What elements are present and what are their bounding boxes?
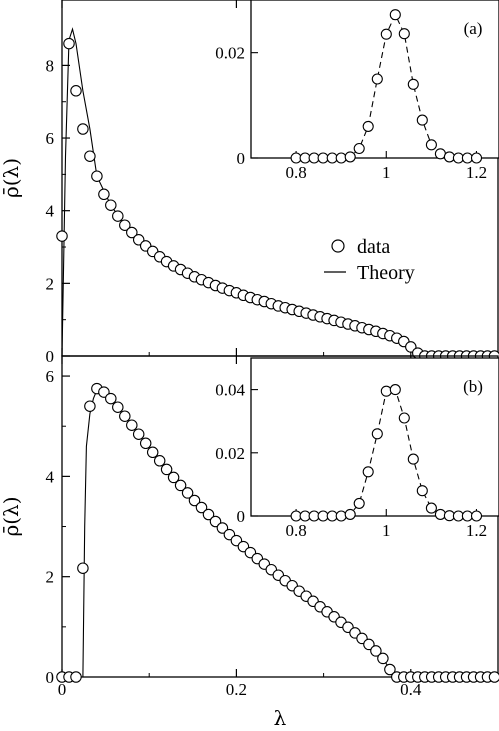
panel-a-inset-point	[416, 114, 428, 126]
panel-a-data-point	[119, 219, 131, 231]
panel-b-data-point	[370, 645, 382, 657]
panel-b-inset-point	[398, 412, 410, 424]
panel-b-xlabel: λ	[274, 706, 287, 730]
panel-b-ylabel: ρ̄(λ)	[0, 496, 23, 536]
panel-a-inset-point	[470, 152, 483, 164]
panel-a-data-point	[63, 37, 75, 50]
panel-b-data-point	[384, 663, 396, 676]
panel-a-data-point	[56, 230, 68, 242]
panel-a-inset-xtick-label: 1.2	[466, 163, 487, 182]
panel-a-inset-point	[353, 142, 365, 155]
panel-b-inset-point	[461, 510, 473, 522]
panel-b-xtick-label: 0.2	[226, 680, 247, 699]
panel-b-data-point	[119, 410, 131, 422]
panel-a-inset-point	[380, 28, 392, 40]
panel-a-inset-xtick-label: 0.8	[285, 163, 306, 182]
panel-b-data-point	[146, 446, 159, 459]
panel-a-data-point	[91, 170, 103, 182]
panel-a-inset-point	[389, 9, 401, 21]
legend-label-theory: Theory	[357, 262, 415, 284]
panel-b-inset-point	[344, 508, 356, 520]
panel-a-ytick-label: 8	[46, 56, 55, 75]
panel-a-data-point	[112, 210, 124, 222]
panel-b-inset-ytick-label: 0.02	[215, 444, 245, 463]
panel-b-inset-xtick-label: 1.2	[466, 521, 487, 540]
panel-b-inset-point	[335, 510, 347, 522]
panel-b-inset-point	[380, 385, 392, 397]
panel-b-inset-point	[317, 510, 329, 522]
panel-b-xtick-label: 0.4	[400, 680, 422, 699]
panel-b-inset-point	[389, 384, 401, 396]
panel-b-data-point	[105, 392, 117, 405]
panel-b-data-point	[202, 508, 215, 521]
panel-a-data-point	[98, 188, 110, 201]
panel-b-ytick-label: 6	[46, 367, 55, 386]
panel-a-inset-point	[371, 73, 383, 85]
panel-b-data-point	[70, 671, 82, 683]
panel-b-data-point	[84, 400, 96, 412]
panel-a-data-point	[126, 226, 138, 239]
legend-marker-data	[331, 239, 345, 253]
panel-b-ytick-label: 2	[46, 568, 55, 587]
panel-b-inset-point	[362, 466, 374, 478]
panel-b-data-point	[195, 501, 208, 514]
panel-b-data-point	[209, 515, 222, 528]
legend-label-data: data	[357, 236, 390, 258]
panel-b-data-point	[488, 671, 499, 683]
panel-a-inset-point	[335, 152, 347, 164]
panel-b-inset-point	[407, 453, 419, 465]
panel-b-inset-point	[434, 508, 446, 520]
panel-a-inset-point	[443, 151, 455, 163]
panel-b-data-point	[188, 494, 201, 507]
panel-a-ylabel: ρ̄(λ)	[0, 158, 23, 198]
panel-a-panel-label: (a)	[464, 19, 483, 38]
panel-b-data-point	[126, 419, 138, 431]
panel-a-inset-point	[398, 28, 410, 40]
panel-b-data-point	[181, 487, 194, 499]
panel-b-data-point	[377, 652, 389, 665]
panel-a-inset-point	[344, 151, 356, 163]
panel-a-inset-point	[461, 152, 473, 164]
panel-a-ytick-label: 4	[46, 202, 55, 221]
panel-a-inset-point	[425, 139, 437, 151]
panel-b-inset-point	[371, 428, 383, 440]
panel-b-data-point	[77, 562, 89, 574]
panel-b-inset-ytick-label: 0.04	[215, 381, 245, 400]
panel-a-inset-point	[317, 152, 329, 164]
panel-b-data-point	[132, 428, 145, 440]
panel-b-data-point	[167, 471, 180, 484]
panel-a-data-point	[77, 123, 89, 135]
panel-b-ytick-label: 4	[46, 467, 55, 486]
panel-b-ytick-label: 0	[46, 668, 55, 687]
panel-b-panel-label: (b)	[463, 377, 483, 396]
panel-b-data-point	[174, 479, 187, 492]
panel-b-data-point	[153, 455, 166, 467]
panel-a-ytick-label: 2	[46, 274, 55, 293]
panel-a-data-point	[70, 85, 82, 97]
panel-a-inset-point	[362, 120, 374, 132]
panel-a-inset-xtick-label: 1	[382, 163, 391, 182]
panel-b-data-point	[139, 437, 152, 450]
panel-a-ytick-label: 0	[46, 347, 55, 366]
panel-b-inset-point	[353, 497, 365, 509]
panel-a-inset-ytick-label: 0.02	[215, 44, 245, 63]
panel-a-ytick-label: 6	[46, 129, 55, 148]
panel-b-data-point	[112, 401, 124, 413]
panel-a-inset-point	[407, 78, 419, 90]
panel-b-inset-point	[425, 502, 437, 514]
panel-b-inset-point	[416, 485, 428, 497]
panel-b-data-point	[363, 638, 375, 651]
panel-b-inset-xtick-label: 1	[382, 521, 391, 540]
panel-a-inset-ytick-label: 0	[237, 149, 246, 168]
panel-a-data-point	[84, 150, 96, 162]
panel-b-data-point	[216, 522, 229, 534]
panel-a-data-point	[105, 199, 117, 211]
panel-b-data-point	[160, 463, 173, 476]
panel-b-xtick-label: 0	[58, 680, 67, 699]
panel-b-inset-ytick-label: 0	[237, 507, 246, 526]
panel-b-inset-xtick-label: 0.8	[285, 521, 306, 540]
panel-b-inset-point	[470, 510, 483, 522]
panel-b-data-point	[98, 386, 110, 398]
